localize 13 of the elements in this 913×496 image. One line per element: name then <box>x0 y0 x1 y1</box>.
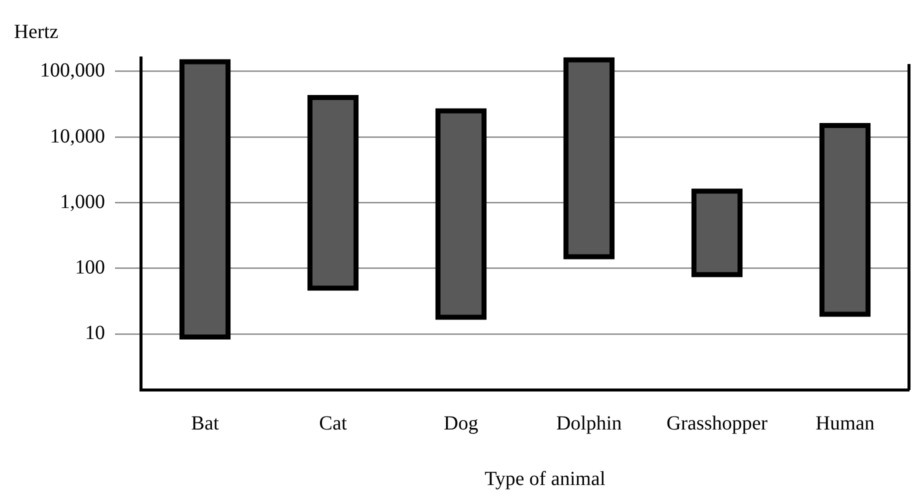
x-axis-title: Type of animal <box>484 468 606 490</box>
y-tick-label: 1,000 <box>60 190 105 213</box>
x-tick-label: Human <box>816 412 874 434</box>
x-tick-label: Cat <box>319 412 348 434</box>
y-tick-label: 10,000 <box>50 125 105 148</box>
x-tick-label: Dolphin <box>556 412 622 434</box>
y-tick-label: 100 <box>75 256 105 279</box>
y-axis-title: Hertz <box>14 21 59 43</box>
x-tick-label: Dog <box>444 412 478 434</box>
y-tick-label: 10 <box>85 322 105 344</box>
y-tick-label: 100,000 <box>40 60 105 82</box>
x-tick-label: Bat <box>191 412 220 434</box>
x-tick-label: Grasshopper <box>666 412 768 434</box>
